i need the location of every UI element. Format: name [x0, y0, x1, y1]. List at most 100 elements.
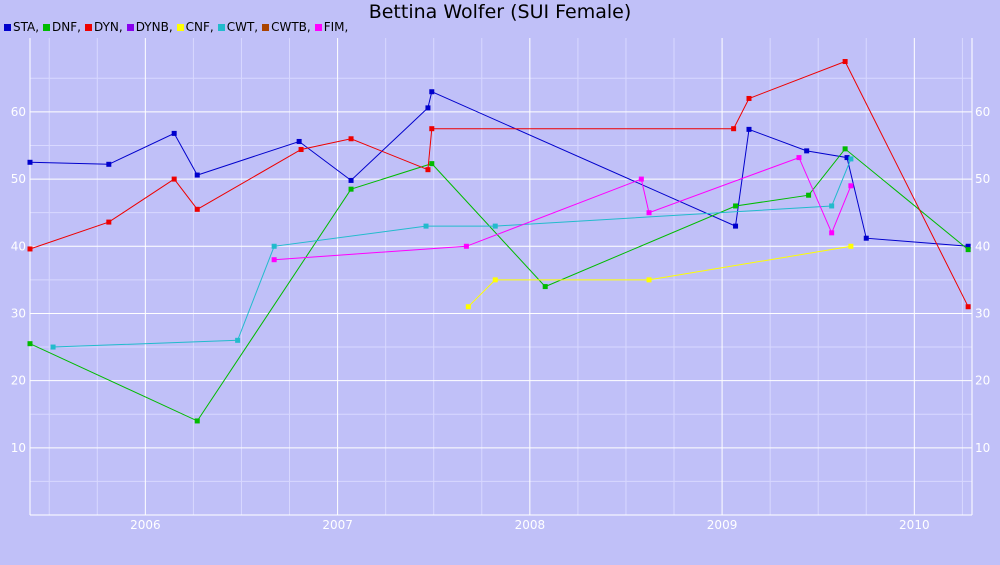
- series-line: [274, 156, 852, 261]
- legend-label: CNF,: [185, 20, 214, 34]
- data-point: [842, 146, 848, 152]
- legend-item: DYNB,: [126, 20, 173, 34]
- data-point: [646, 277, 652, 283]
- data-point: [235, 337, 241, 343]
- data-point: [804, 148, 810, 154]
- data-point: [542, 284, 548, 290]
- data-point: [646, 210, 652, 216]
- data-point: [829, 230, 835, 236]
- data-point: [106, 219, 112, 225]
- series-line: [29, 91, 969, 247]
- chart-title: Bettina Wolfer (SUI Female): [368, 1, 632, 23]
- data-point: [465, 304, 471, 310]
- legend-swatch: [43, 23, 51, 31]
- y-tick-label-right: 40: [975, 239, 990, 253]
- legend-label: CWT,: [226, 20, 259, 34]
- legend-label: CWTB,: [271, 20, 311, 34]
- legend-label: STA,: [13, 20, 40, 34]
- data-point: [194, 172, 200, 178]
- data-point: [27, 341, 33, 347]
- data-point: [298, 147, 304, 153]
- data-point: [271, 257, 277, 263]
- data-point: [965, 304, 971, 310]
- data-point: [348, 177, 354, 183]
- x-tick-label: 2009: [707, 518, 738, 532]
- data-point: [806, 192, 812, 198]
- data-point: [27, 246, 33, 252]
- legend-swatch: [217, 23, 225, 31]
- data-point: [844, 155, 850, 161]
- data-point: [194, 418, 200, 424]
- y-tick-label-left: 60: [11, 105, 26, 119]
- data-point: [492, 223, 498, 229]
- legend-item: CWTB,: [262, 20, 311, 34]
- data-point: [638, 176, 644, 182]
- y-tick-label-left: 40: [11, 239, 26, 253]
- legend-item: CNF,: [176, 20, 214, 34]
- data-point: [848, 243, 854, 249]
- y-tick-label-right: 20: [975, 374, 990, 388]
- legend-swatch: [314, 23, 322, 31]
- x-tick-label: 2007: [322, 518, 353, 532]
- data-point: [863, 235, 869, 241]
- legend-swatch: [126, 23, 134, 31]
- legend-item: DYN,: [84, 20, 123, 34]
- data-point: [194, 206, 200, 212]
- data-point: [965, 243, 971, 249]
- legend-label: DYN,: [93, 20, 123, 34]
- y-tick-label-left: 50: [11, 172, 26, 186]
- data-point: [171, 130, 177, 136]
- series-line: [29, 60, 969, 307]
- data-point: [106, 161, 112, 167]
- series-line: [467, 245, 851, 308]
- data-point: [829, 203, 835, 209]
- y-tick-label-right: 60: [975, 105, 990, 119]
- data-point: [348, 186, 354, 192]
- data-point: [796, 155, 802, 161]
- data-point: [271, 243, 277, 249]
- series-line: [29, 148, 969, 422]
- legend-swatch: [4, 23, 11, 31]
- legend-item: FIM,: [314, 20, 349, 34]
- legend: STA, DNF, DYN, DYNB, CNF, CWT, CWTB, FIM,: [4, 20, 352, 34]
- data-point: [848, 156, 854, 162]
- y-tick-label-left: 30: [11, 306, 26, 320]
- legend-swatch: [176, 23, 184, 31]
- data-point: [965, 247, 971, 253]
- legend-swatch: [84, 23, 92, 31]
- data-point: [492, 277, 498, 283]
- y-tick-label-left: 10: [11, 441, 26, 455]
- data-point: [848, 183, 854, 189]
- x-tick-label: 2008: [515, 518, 546, 532]
- data-point: [429, 89, 435, 95]
- legend-item: DNF,: [43, 20, 81, 34]
- y-tick-label-left: 20: [11, 374, 26, 388]
- data-point: [296, 138, 302, 144]
- legend-swatch: [262, 23, 270, 31]
- y-tick-label-right: 50: [975, 172, 990, 186]
- data-point: [746, 126, 752, 132]
- data-point: [429, 161, 435, 167]
- series-line: [53, 158, 852, 348]
- data-point: [27, 159, 33, 165]
- legend-label: DNF,: [52, 20, 81, 34]
- x-tick-label: 2010: [899, 518, 930, 532]
- y-tick-label-right: 10: [975, 441, 990, 455]
- data-point: [425, 105, 431, 111]
- y-tick-label-right: 30: [975, 306, 990, 320]
- data-point: [731, 126, 737, 132]
- data-point: [429, 126, 435, 132]
- legend-item: STA,: [4, 20, 39, 34]
- data-point: [842, 59, 848, 65]
- data-point: [423, 223, 429, 229]
- data-point: [348, 136, 354, 142]
- x-tick-label: 2006: [130, 518, 161, 532]
- data-point: [463, 243, 469, 249]
- data-point: [733, 203, 739, 209]
- legend-label: DYNB,: [135, 20, 173, 34]
- data-point: [171, 176, 177, 182]
- data-point: [425, 167, 431, 173]
- data-point: [733, 223, 739, 229]
- legend-label: FIM,: [323, 20, 349, 34]
